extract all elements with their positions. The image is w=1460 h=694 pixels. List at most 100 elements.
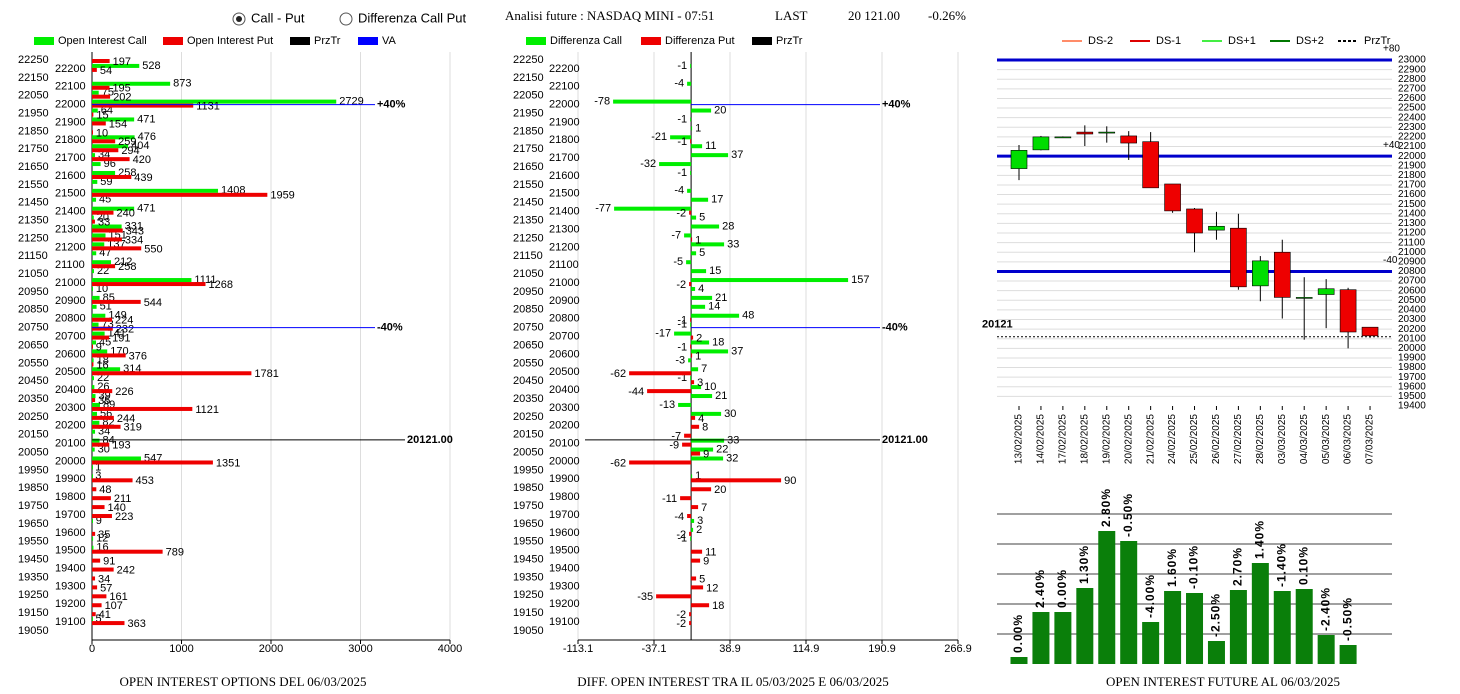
- bar: [92, 99, 337, 104]
- bar: [691, 424, 700, 429]
- bar-label: 33: [727, 238, 739, 250]
- bar-label: -2: [676, 618, 686, 630]
- bar-label: 232: [116, 324, 134, 336]
- bar-label: -78: [594, 96, 610, 108]
- legend-label: PrzTr: [776, 35, 803, 47]
- bar: [691, 144, 703, 149]
- option-label[interactable]: Call - Put: [251, 10, 305, 25]
- y-tick-label: 20000: [55, 455, 86, 467]
- y-tick-label: 21500: [1398, 199, 1426, 210]
- y-tick-label: 21200: [549, 241, 580, 253]
- bar-label: 363: [127, 618, 145, 630]
- bar: [92, 349, 108, 354]
- last-label: LAST: [775, 8, 808, 23]
- bar: [691, 411, 722, 416]
- y-tick-label: 20250: [18, 411, 49, 423]
- bar: [92, 282, 206, 287]
- bar: [691, 478, 782, 483]
- bar-label: 242: [117, 564, 135, 576]
- candle-body: [1142, 141, 1159, 189]
- x-tick-label: 26/02/2025: [1211, 414, 1222, 464]
- candle-body: [1076, 131, 1094, 135]
- bar-label: 376: [129, 350, 147, 362]
- bar: [92, 148, 119, 153]
- bar: [689, 621, 692, 626]
- y-tick-label: 19500: [1398, 391, 1426, 402]
- radio-diff[interactable]: [339, 12, 353, 26]
- bar-label: 5: [699, 573, 705, 585]
- bar-label: 202: [113, 92, 131, 104]
- bar: [92, 90, 99, 95]
- bar: [691, 380, 695, 385]
- bar-label: 789: [166, 547, 184, 559]
- y-tick-label: 20200: [55, 420, 86, 432]
- bar: [691, 394, 713, 399]
- chart-footer: DIFF. OPEN INTEREST TRA IL 05/03/2025 E …: [577, 674, 888, 689]
- y-tick-label: 19300: [55, 580, 86, 592]
- y-tick-label: 19700: [1398, 372, 1426, 383]
- option-label[interactable]: Differenza Call Put: [358, 10, 467, 25]
- bar: [689, 612, 692, 617]
- y-tick-label: 19550: [18, 536, 49, 548]
- y-tick-label: 20050: [513, 446, 544, 458]
- bar-label: 195: [112, 83, 130, 95]
- y-tick-label: 20950: [513, 286, 544, 298]
- bar: [92, 474, 93, 479]
- y-tick-label: 21800: [55, 134, 86, 146]
- y-tick-label: 22050: [513, 90, 544, 102]
- bar-label: 0.00%: [1055, 569, 1069, 608]
- bar-label: 30: [724, 408, 736, 420]
- legend-swatch: [163, 37, 183, 45]
- y-tick-label: 19450: [513, 554, 544, 566]
- y-tick-label: 21650: [18, 161, 49, 173]
- y-tick-label: 21850: [18, 125, 49, 137]
- bar-label: 1351: [216, 457, 240, 469]
- bar: [92, 112, 94, 117]
- bar: [92, 286, 93, 291]
- bar-label: 10: [96, 127, 108, 139]
- y-tick-label: 19850: [513, 482, 544, 494]
- bar-label: 211: [114, 493, 132, 505]
- bar-label: -1: [677, 60, 687, 72]
- bar-label: 873: [173, 78, 191, 90]
- bar: [92, 264, 116, 269]
- y-tick-label: 19600: [1398, 381, 1426, 392]
- x-tick-label: 4000: [438, 643, 462, 655]
- bar: [690, 139, 692, 144]
- bar: [687, 81, 692, 86]
- bar: [674, 331, 692, 336]
- legend-label: Open Interest Call: [58, 35, 147, 47]
- bar-label: 319: [124, 422, 142, 434]
- bar: [684, 233, 692, 238]
- bar: [92, 85, 110, 90]
- y-tick-label: 20550: [18, 357, 49, 369]
- bar: [92, 358, 94, 363]
- bar-label: -4: [674, 511, 684, 523]
- y-tick-label: 20300: [549, 402, 580, 414]
- x-tick-label: 05/03/2025: [1321, 414, 1332, 464]
- y-tick-label: 19650: [18, 518, 49, 530]
- y-tick-label: 21950: [18, 107, 49, 119]
- y-tick-label: 19150: [18, 607, 49, 619]
- bar: [92, 545, 94, 550]
- bar: [1010, 657, 1028, 664]
- bar: [691, 353, 693, 358]
- bar-label: 157: [851, 274, 869, 286]
- bar-label: 0.00%: [1011, 614, 1025, 653]
- bar-label: 528: [142, 60, 160, 72]
- bar: [1251, 563, 1269, 664]
- y-tick-label: 20750: [513, 322, 544, 334]
- bar: [92, 81, 171, 86]
- x-tick-label: 18/02/2025: [1079, 414, 1090, 464]
- x-tick-label: 17/02/2025: [1058, 414, 1069, 464]
- bar: [92, 335, 110, 340]
- bar: [691, 474, 693, 479]
- bar: [678, 402, 692, 407]
- bar: [1207, 641, 1225, 664]
- y-tick-label: 20650: [513, 339, 544, 351]
- bar: [92, 536, 94, 541]
- bar-label: 197: [113, 56, 131, 68]
- bar: [691, 518, 695, 523]
- y-tick-label: 20650: [18, 339, 49, 351]
- bar: [691, 585, 704, 590]
